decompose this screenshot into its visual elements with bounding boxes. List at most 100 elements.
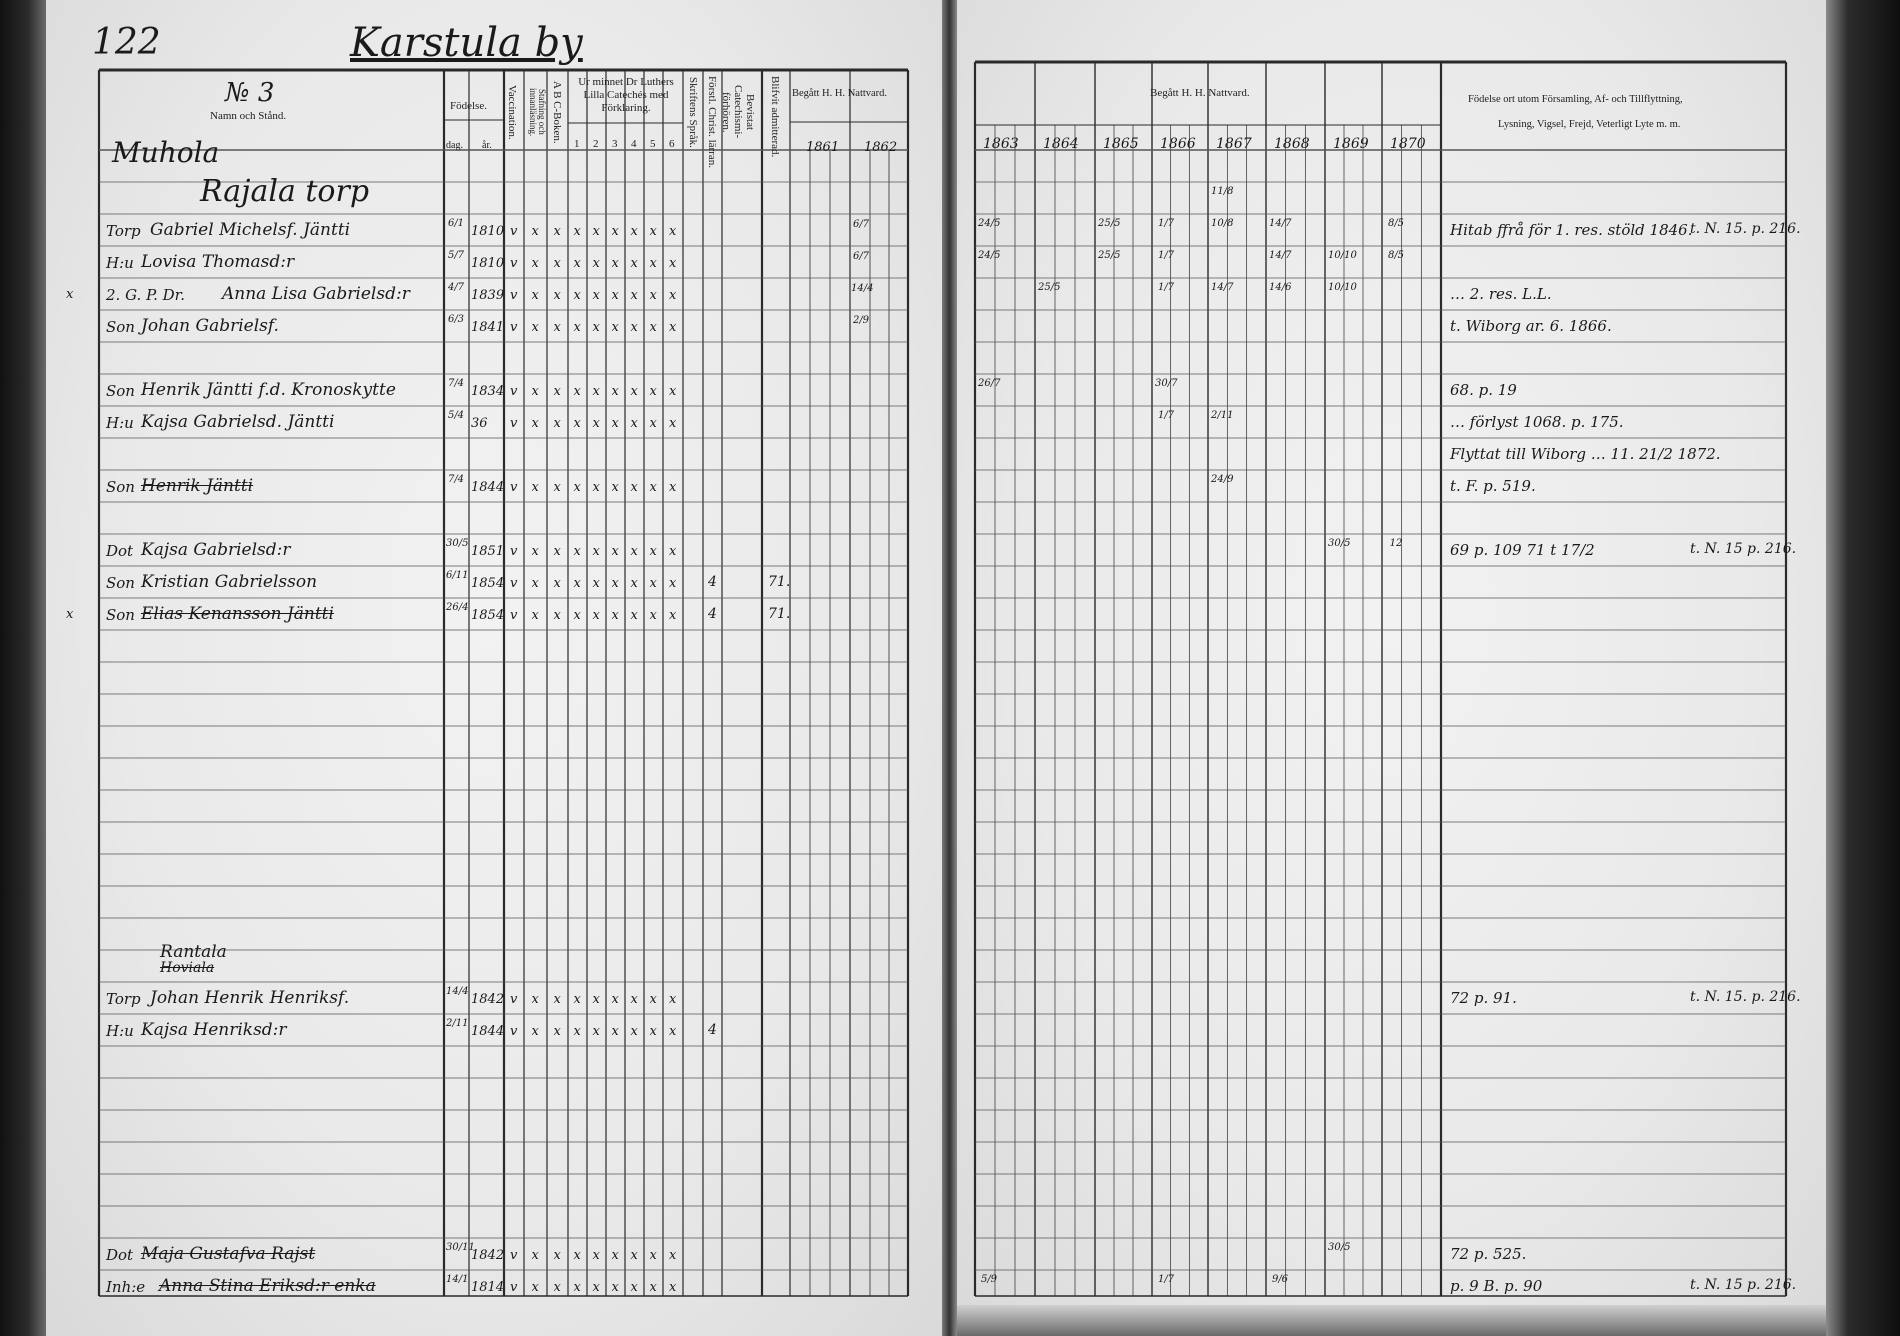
birth-year: 1834 — [471, 384, 505, 399]
christianity-mark: 4 — [708, 574, 717, 590]
reading-mark: x — [573, 480, 581, 495]
header-communion-left: Begått H. H. Nattvard. — [792, 88, 888, 99]
header-year-1865: 1865 — [1103, 136, 1139, 152]
reading-mark: x — [649, 992, 657, 1007]
reading-mark: x — [531, 576, 539, 591]
section-number: № 3 — [225, 78, 275, 108]
header-year-1869: 1869 — [1333, 136, 1369, 152]
reading-mark: x — [573, 256, 581, 271]
header-year-1861: 1861 — [806, 140, 840, 155]
reading-mark: v — [510, 480, 518, 495]
header-year-1862: 1862 — [864, 140, 898, 155]
reading-mark: x — [630, 288, 638, 303]
christianity-mark: 4 — [708, 1022, 717, 1038]
reading-mark: x — [611, 288, 619, 303]
catechism-part-number: 3 — [612, 138, 618, 150]
reading-mark: x — [553, 480, 561, 495]
person-name: Elias Kenansson Jäntti — [141, 604, 334, 624]
note-reference: t. N. 15. p. 216. — [1690, 989, 1801, 1005]
header-abc-book: A B C-Boken. — [551, 80, 563, 144]
communion-1868: 14/7 — [1269, 218, 1292, 229]
header-day: dag. — [446, 140, 463, 151]
communion-1870: 12 — [1389, 538, 1403, 549]
header-name-column: Namn och Stånd. — [210, 110, 287, 122]
reading-mark: v — [510, 1248, 518, 1263]
reading-mark: x — [649, 1280, 657, 1295]
reading-mark: x — [669, 320, 677, 335]
note-text: p. 9 B. p. 90 — [1450, 1277, 1543, 1295]
note-reference: t. N. 15. p. 216. — [1690, 221, 1801, 237]
birth-year: 1854 — [471, 576, 505, 591]
reading-mark: v — [510, 992, 518, 1007]
reading-mark: x — [630, 480, 638, 495]
reading-mark: x — [531, 992, 539, 1007]
communion-1867: 24/9 — [1211, 474, 1234, 485]
reading-mark: x — [531, 416, 539, 431]
reading-mark: x — [630, 416, 638, 431]
communion-1862: 6/7 — [852, 219, 870, 230]
reading-mark: x — [611, 544, 619, 559]
reading-mark: x — [669, 1280, 677, 1295]
reading-mark: x — [592, 288, 600, 303]
person-title: H:u — [106, 1022, 134, 1040]
catechism-part-number: 6 — [669, 138, 675, 150]
reading-mark: x — [669, 384, 677, 399]
communion-1870: 8/5 — [1387, 250, 1405, 261]
reading-mark: x — [573, 1024, 581, 1039]
reading-mark: x — [649, 576, 657, 591]
reading-mark: x — [553, 608, 561, 623]
communion-1865: 25/5 — [1098, 218, 1121, 229]
communion-1863: 26/7 — [978, 378, 1001, 389]
communion-1862: 14/4 — [851, 283, 874, 294]
person-name: Anna Lisa Gabrielsd:r — [222, 284, 410, 304]
reading-mark: x — [531, 480, 539, 495]
birth-year: 1842 — [471, 1248, 505, 1263]
reading-mark: v — [510, 1280, 518, 1295]
header-year-1866: 1866 — [1160, 136, 1196, 152]
reading-mark: x — [630, 224, 638, 239]
reading-mark: v — [510, 544, 518, 559]
communion-1866: 1/7 — [1157, 410, 1175, 421]
person-title: Dot — [106, 1246, 134, 1264]
reading-mark: x — [553, 384, 561, 399]
communion-1869: 30/5 — [1328, 538, 1351, 549]
location-heading: Rantala — [160, 942, 227, 962]
communion-1867: 2/11 — [1211, 410, 1234, 421]
reading-mark: x — [669, 480, 677, 495]
note-text: Hitab ffrå för 1. res. stöld 1846. — [1450, 221, 1693, 239]
birth-day-month: 6/3 — [447, 314, 465, 325]
reading-mark: v — [510, 576, 518, 591]
page-number: 122 — [92, 22, 161, 63]
reading-mark: x — [649, 608, 657, 623]
admitted-year: 71. — [768, 574, 791, 590]
person-title: Son — [106, 574, 135, 592]
reading-mark: x — [592, 416, 600, 431]
note-text: 72 p. 525. — [1450, 1245, 1527, 1263]
birth-year: 1810 — [471, 256, 505, 271]
reading-mark: x — [611, 256, 619, 271]
header-year-1867: 1867 — [1216, 136, 1252, 152]
note-text: 72 p. 91. — [1450, 989, 1517, 1007]
communion-1867: 14/7 — [1211, 282, 1234, 293]
reading-mark: x — [553, 1024, 561, 1039]
reading-mark: x — [611, 992, 619, 1007]
person-title: Son — [106, 606, 135, 624]
village-title: Karstula by — [350, 20, 583, 66]
reading-mark: v — [510, 224, 518, 239]
person-name: Johan Henrik Henriksf. — [150, 988, 350, 1008]
communion-1866: 30/7 — [1155, 378, 1178, 389]
reading-mark: x — [553, 992, 561, 1007]
catechism-part-number: 4 — [631, 138, 637, 150]
birth-day-month: 5/4 — [447, 410, 465, 421]
birth-day-month: 7/4 — [447, 378, 465, 389]
communion-1862: 2/9 — [852, 315, 870, 326]
reading-mark: x — [553, 544, 561, 559]
note-text: 69 p. 109 71 t 17/2 — [1450, 541, 1595, 559]
person-name: Kristian Gabrielsson — [141, 572, 318, 592]
right-page — [957, 0, 1826, 1336]
reading-mark: x — [592, 576, 600, 591]
catechism-part-number: 5 — [650, 138, 656, 150]
reading-mark: x — [592, 256, 600, 271]
communion-1867: 10/8 — [1211, 218, 1234, 229]
communion-1866: 1/7 — [1157, 218, 1175, 229]
